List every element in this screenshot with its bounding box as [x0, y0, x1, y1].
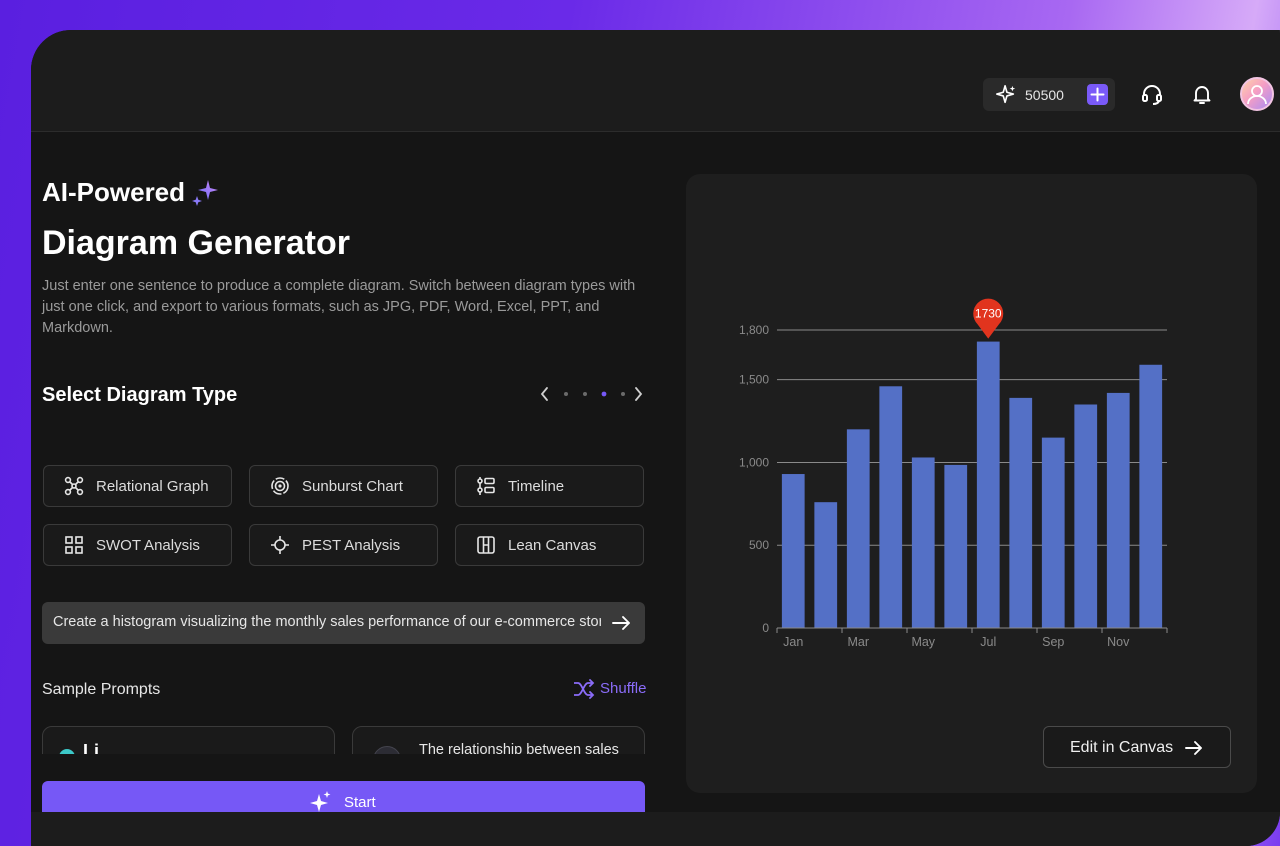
pager-dot[interactable] [564, 392, 568, 396]
start-button-label: Start [344, 794, 376, 811]
add-credits-button[interactable] [1087, 84, 1108, 105]
bar [1041, 437, 1065, 628]
bar [879, 386, 903, 628]
prompt-input[interactable]: Create a histogram visualizing the month… [42, 602, 645, 644]
pager-dot[interactable] [583, 392, 587, 396]
sample-card-icon [373, 746, 401, 754]
sparkle-icon [192, 180, 218, 206]
bar [944, 464, 968, 628]
bottom-strip [31, 812, 1280, 846]
bar [1009, 397, 1033, 628]
bar [1074, 404, 1098, 628]
type-button-relational-graph[interactable]: Relational Graph [43, 465, 232, 507]
type-button-label: Timeline [508, 478, 565, 495]
bar [846, 429, 870, 628]
bar [1106, 392, 1130, 628]
bar [781, 474, 805, 628]
app-window: 50500 [31, 30, 1280, 846]
pager-dot[interactable] [621, 392, 625, 396]
type-button-label: Lean Canvas [508, 537, 597, 554]
edit-in-canvas-label: Edit in Canvas [1070, 739, 1174, 756]
sample-prompts-title: Sample Prompts [42, 681, 161, 698]
submit-arrow-icon[interactable] [610, 612, 632, 634]
credits-count: 50500 [1025, 87, 1064, 103]
max-marker-label: 1730 [975, 307, 1002, 321]
section-title-diagram-type: Select Diagram Type [42, 384, 238, 406]
hero-title-line2: Diagram Generator [42, 224, 350, 262]
type-button-swot-analysis[interactable]: SWOT Analysis [43, 524, 232, 566]
bar [1139, 364, 1163, 628]
top-bar: 50500 [31, 30, 1280, 132]
sample-prompts-list: Li The relationship between sales [42, 726, 645, 754]
type-button-label: Sunburst Chart [302, 478, 403, 495]
chart-preview-panel: 0 500 1,000 1,500 1,800 Jan Mar May Jul Sep Nov 173… [686, 174, 1257, 793]
bell-icon[interactable] [1190, 82, 1214, 106]
y-tick-label: 500 [749, 538, 769, 552]
relational-graph-icon [64, 476, 84, 496]
credits-badge[interactable]: 50500 [983, 78, 1115, 111]
type-button-pest-analysis[interactable]: PEST Analysis [249, 524, 438, 566]
y-tick-label: 1,500 [739, 373, 769, 387]
type-button-lean-canvas[interactable]: Lean Canvas [455, 524, 644, 566]
type-button-timeline[interactable]: Timeline [455, 465, 644, 507]
x-tick-label: Sep [1042, 635, 1064, 649]
sample-card-text: Li [83, 741, 99, 754]
chevron-left-icon[interactable] [540, 387, 548, 401]
y-tick-label: 0 [762, 621, 769, 635]
sample-card-text: The relationship between sales [419, 742, 619, 754]
hero-description: Just enter one sentence to produce a com… [42, 278, 636, 336]
shuffle-icon [574, 679, 595, 699]
type-button-sunburst-chart[interactable]: Sunburst Chart [249, 465, 438, 507]
edit-in-canvas-button[interactable]: Edit in Canvas [1043, 726, 1231, 768]
sparkle-icon [996, 85, 1016, 104]
x-tick-label: Mar [847, 635, 869, 649]
x-tick-label: Jan [783, 635, 803, 649]
sample-prompt-card[interactable]: Li [42, 726, 335, 754]
type-button-label: PEST Analysis [302, 537, 401, 554]
hero-title-line1: AI-Powered [42, 177, 186, 207]
pest-icon [271, 536, 289, 554]
bar-chart: 0 500 1,000 1,500 1,800 Jan Mar May Jul Sep Nov 173… [739, 298, 1168, 649]
user-icon [1247, 85, 1267, 105]
x-tick-label: May [911, 635, 935, 649]
y-tick-label: 1,000 [739, 455, 769, 469]
type-pager [540, 387, 643, 401]
headset-icon[interactable] [1140, 82, 1164, 106]
type-button-label: Relational Graph [96, 478, 209, 495]
y-tick-label: 1,800 [739, 323, 769, 337]
bar [814, 502, 838, 628]
type-button-label: SWOT Analysis [96, 537, 200, 554]
sample-card-icon [59, 749, 75, 754]
swot-icon [65, 536, 83, 554]
prompt-input-value[interactable]: Create a histogram visualizing the month… [53, 614, 601, 630]
sample-prompt-card[interactable]: The relationship between sales [352, 726, 645, 754]
sparkle-icon [310, 791, 331, 812]
plus-icon [1090, 87, 1105, 102]
shuffle-label: Shuffle [600, 680, 647, 697]
arrow-right-icon [1185, 741, 1202, 755]
bar [976, 341, 1000, 628]
x-tick-label: Nov [1107, 635, 1130, 649]
avatar[interactable] [1240, 77, 1274, 111]
bar [911, 457, 935, 628]
sunburst-icon [271, 477, 289, 495]
x-tick-label: Jul [980, 635, 996, 649]
timeline-icon [477, 477, 495, 495]
chevron-right-icon[interactable] [635, 387, 643, 401]
lean-canvas-icon [477, 536, 495, 554]
shuffle-button[interactable]: Shuffle [573, 678, 653, 700]
max-marker-pin [973, 298, 1004, 339]
pager-dot-active[interactable] [601, 391, 607, 397]
